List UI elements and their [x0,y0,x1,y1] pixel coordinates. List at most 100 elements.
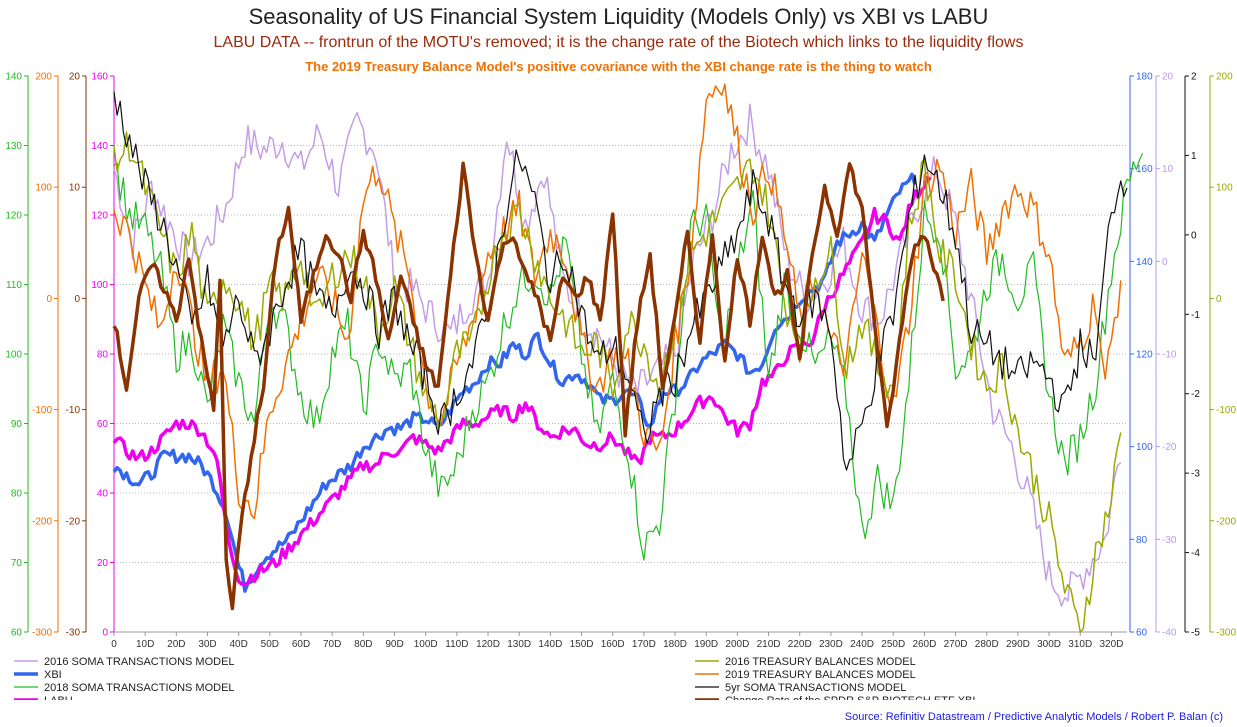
axis-tick-label-xbi: 100 [1136,442,1153,453]
seasonality-line-chart: 60708090100110120130140-300-200-10001002… [5,72,1236,700]
axis-tick-label-soma5yr: -1 [1191,310,1200,321]
x-tick-label: 130D [507,639,531,650]
axis-tick-label-chgrate: -10 [66,405,81,416]
axis-tick-label-chgrate: -20 [66,516,81,527]
x-axis: 0 10D 20D 30D 40D 50D 60D 70D 80D 90D 100D 110D 120D… [111,631,1127,650]
x-tick-label: 300D [1037,639,1061,650]
x-tick-label: 250D [881,639,905,650]
axis-tick-label-labu: 160 [91,72,108,83]
x-tick-label: 80D [354,639,372,650]
axis-tick-label-tsy2019: -100 [32,405,52,416]
legend-label: LABU [44,695,73,700]
x-tick-label: 100D [414,639,438,650]
x-tick-label: 290D [1006,639,1030,650]
axis-tick-label-labu: 20 [97,558,109,569]
axis-tick-label-tsy2016: -100 [1216,405,1236,416]
x-tick-label: 280D [975,639,999,650]
axis-tick-label-soma2016: 20 [1162,72,1174,83]
axis-tick-label-soma2018: 100 [5,350,22,361]
axis-tick-label-soma5yr: 0 [1191,230,1197,241]
x-tick-label: 110D [445,639,468,650]
axis-tick-label-xbi: 120 [1136,350,1153,361]
series-line-2018-soma-transactions-model [113,153,1144,561]
axis-tick-label-xbi: 80 [1136,535,1148,546]
axis-tick-label-soma2016: 0 [1162,257,1168,268]
x-tick-label: 230D [819,639,843,650]
x-tick-label: 260D [912,639,936,650]
x-tick-label: 90D [385,639,403,650]
axis-tick-label-xbi: 160 [1136,164,1153,175]
axis-tick-label-soma2016: -20 [1162,442,1177,453]
legend-label: 2019 TREASURY BALANCES MODEL [725,669,916,681]
axis-tick-label-chgrate: -30 [66,628,81,639]
legend-label: 2018 SOMA TRANSACTIONS MODEL [44,682,235,694]
axis-tick-label-soma5yr: -3 [1191,469,1200,480]
series-line-change-rate-of-the-spdr-s-p-biotech-etf-xbi [112,161,945,611]
legend-label: 5yr SOMA TRANSACTIONS MODEL [725,682,906,694]
x-tick-label: 70D [323,639,341,650]
x-tick-label: 120D [476,639,500,650]
x-tick-label: 150D [570,639,594,650]
chart-note: The 2019 Treasury Balance Model's positi… [305,59,932,74]
x-tick-label: 10D [136,639,154,650]
axis-tick-label-labu: 140 [91,141,108,152]
axis-tick-label-soma5yr: 1 [1191,151,1197,162]
x-tick-label: 180D [663,639,687,650]
axis-tick-label-soma2018: 80 [11,489,23,500]
axis-tick-label-labu: 120 [91,211,108,222]
series-line-5yr-soma-transactions-model [113,91,1128,471]
axis-tick-label-soma2016: -30 [1162,535,1177,546]
y-axes: 60708090100110120130140-300-200-10001002… [5,72,1236,639]
legend-label: 2016 TREASURY BALANCES MODEL [725,656,916,668]
axis-tick-label-soma2018: 130 [5,141,22,152]
axis-tick-label-labu: 80 [97,350,109,361]
x-tick-label: 320D [1099,639,1123,650]
axis-tick-label-soma5yr: 2 [1191,72,1197,83]
axis-tick-label-soma2018: 140 [5,72,22,83]
chart-title: Seasonality of US Financial System Liqui… [248,4,989,29]
x-tick-label: 30D [198,639,216,650]
axis-tick-label-soma2016: -10 [1162,350,1177,361]
axis-tick-label-labu: 40 [97,489,109,500]
axis-tick-label-labu: 60 [97,419,109,430]
series-line-xbi [112,172,917,593]
axis-tick-label-xbi: 60 [1136,628,1148,639]
axis-tick-label-tsy2016: -200 [1216,516,1236,527]
axis-tick-label-soma2016: -40 [1162,628,1177,639]
x-tick-label: 140D [538,639,562,650]
x-tick-label: 50D [261,639,279,650]
x-tick-label: 160D [601,639,625,650]
axis-tick-label-xbi: 140 [1136,257,1153,268]
axis-tick-label-tsy2019: -200 [32,516,52,527]
axis-tick-label-soma5yr: -4 [1191,548,1200,559]
axis-tick-label-xbi: 180 [1136,72,1153,83]
x-tick-label: 200D [725,639,749,650]
x-tick-label: 40D [229,639,247,650]
axis-tick-label-tsy2016: 100 [1216,183,1233,194]
x-tick-label: 270D [944,639,968,650]
axis-tick-label-labu: 100 [91,280,108,291]
series-lines [112,83,1144,633]
axis-tick-label-soma2018: 110 [6,280,22,291]
legend-label: 2016 SOMA TRANSACTIONS MODEL [44,656,235,668]
axis-tick-label-chgrate: 0 [74,294,80,305]
axis-tick-label-tsy2016: 0 [1216,294,1222,305]
axis-tick-label-tsy2016: -300 [1216,628,1236,639]
x-tick-label: 190D [694,639,718,650]
chart-subtitle: LABU DATA -- frontrun of the MOTU's remo… [213,34,1024,51]
x-tick-label: 310D [1068,639,1092,650]
x-tick-label: 0 [111,639,117,650]
axis-tick-label-tsy2016: 200 [1216,72,1233,83]
series-line-labu [112,176,932,587]
axis-tick-label-soma2018: 90 [11,419,23,430]
axis-tick-label-soma2018: 120 [5,211,22,222]
x-tick-label: 240D [850,639,874,650]
axis-tick-label-soma5yr: -2 [1191,389,1200,400]
axis-tick-label-tsy2019: 100 [35,183,52,194]
axis-tick-label-labu: 0 [102,628,108,639]
axis-tick-label-chgrate: 10 [69,183,81,194]
axis-tick-label-soma2018: 70 [11,558,23,569]
legend-label: Change Rate of the SPDR S&P BIOTECH ETF … [725,695,975,700]
axis-tick-label-tsy2019: 0 [46,294,52,305]
